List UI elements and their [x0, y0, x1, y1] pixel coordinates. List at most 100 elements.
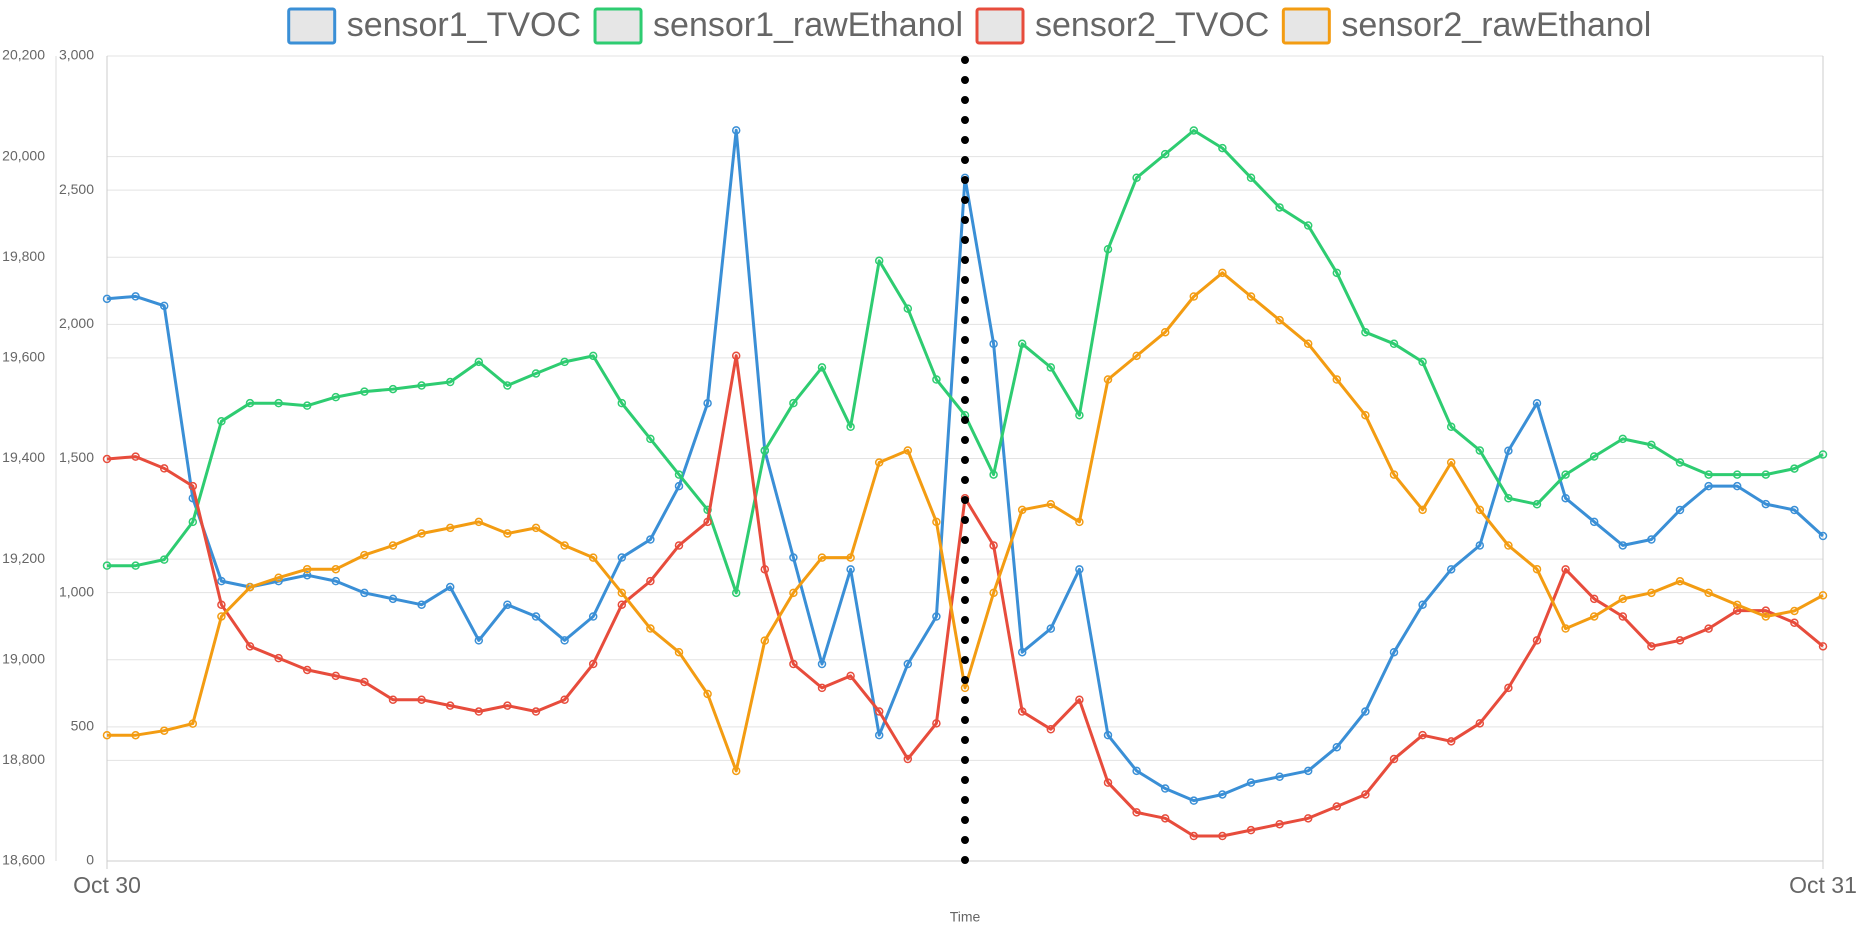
data-point: [445, 523, 455, 533]
data-point: [302, 401, 312, 410]
data-point: [360, 387, 369, 396]
data-point: [1303, 814, 1313, 823]
data-point: [188, 517, 198, 527]
data-point: [789, 553, 798, 562]
data-point: [1790, 618, 1799, 627]
data-point: [474, 707, 484, 716]
legend-swatch: [287, 7, 337, 45]
data-point: [503, 381, 512, 390]
legend-label: sensor2_rawEthanol: [1341, 6, 1651, 44]
legend-item[interactable]: sensor2_rawEthanol: [1281, 6, 1651, 45]
data-point: [159, 301, 169, 311]
legend-item[interactable]: sensor1_rawEthanol: [593, 6, 963, 45]
legend-item[interactable]: sensor1_TVOC: [287, 6, 581, 45]
data-point: [1189, 126, 1199, 135]
data-point: [674, 541, 684, 550]
data-point: [1618, 434, 1628, 444]
data-point: [1732, 600, 1742, 610]
data-point: [1046, 363, 1056, 372]
data-point: [1075, 410, 1084, 420]
data-point: [1361, 707, 1370, 716]
y-tick-label: 1,000: [59, 583, 94, 599]
y2-tick-label: 19,600: [2, 349, 45, 365]
data-point: [932, 719, 941, 728]
data-point: [1647, 440, 1656, 450]
data-point: [159, 464, 169, 473]
data-point: [817, 683, 827, 693]
data-point: [1532, 500, 1542, 509]
data-point: [1103, 730, 1113, 740]
data-point: [588, 553, 598, 562]
data-point: [302, 665, 312, 675]
data-point: [1103, 244, 1113, 254]
data-point: [703, 517, 712, 527]
data-point: [1132, 808, 1141, 817]
data-point: [1246, 173, 1256, 183]
data-point: [1275, 203, 1284, 212]
data-point: [1589, 594, 1599, 604]
data-point: [960, 683, 970, 693]
data-point: [1790, 606, 1799, 616]
y-tick-label: 0: [86, 852, 94, 868]
data-point: [1389, 339, 1399, 349]
data-point: [731, 588, 741, 598]
data-point: [789, 659, 798, 669]
data-point: [1389, 470, 1399, 479]
data-point: [1418, 730, 1427, 740]
data-point: [1446, 737, 1456, 746]
data-point: [903, 754, 913, 764]
y2-tick-label: 19,000: [2, 650, 45, 666]
data-point: [360, 677, 369, 687]
data-point: [1246, 778, 1256, 787]
data-point: [331, 564, 341, 574]
series-line: [107, 271, 1824, 773]
data-point: [674, 647, 684, 657]
data-point: [646, 576, 655, 586]
data-point: [560, 695, 569, 704]
data-point: [188, 481, 198, 491]
data-point: [989, 470, 998, 479]
data-point: [274, 398, 283, 408]
data-point: [903, 659, 913, 669]
data-point: [731, 126, 741, 135]
series-line: [107, 129, 1824, 595]
data-point: [445, 377, 455, 387]
x-tick-label: Oct 30: [73, 872, 141, 898]
data-point: [1218, 143, 1227, 153]
data-point: [846, 422, 855, 432]
data-point: [531, 523, 541, 533]
data-point: [874, 730, 884, 740]
data-point: [217, 600, 226, 609]
data-point: [1561, 565, 1570, 574]
data-point: [1589, 517, 1599, 527]
data-point: [1618, 541, 1628, 550]
y-tick-label: 2,500: [59, 181, 94, 197]
data-point: [989, 339, 998, 349]
data-point: [1618, 594, 1628, 604]
data-point: [1046, 624, 1056, 633]
data-point: [731, 351, 741, 360]
legend-swatch: [593, 7, 643, 45]
data-point: [560, 541, 569, 550]
data-point: [503, 600, 512, 609]
data-point: [331, 671, 341, 681]
data-point: [932, 612, 941, 621]
data-point: [445, 582, 455, 592]
data-point: [1389, 754, 1399, 764]
data-point: [1589, 452, 1599, 461]
data-point: [1361, 790, 1370, 799]
data-point: [1732, 481, 1742, 491]
legend-label: sensor1_rawEthanol: [653, 6, 963, 44]
x-tick-label: Oct 31: [1789, 872, 1857, 898]
data-point: [360, 550, 369, 560]
data-point: [1675, 458, 1685, 467]
data-point: [1732, 470, 1742, 479]
data-point: [1504, 446, 1513, 455]
data-point: [388, 695, 398, 704]
data-point: [1561, 493, 1570, 503]
data-point: [1218, 790, 1227, 799]
data-point: [1275, 819, 1284, 829]
data-point: [1332, 802, 1342, 811]
legend-item[interactable]: sensor2_TVOC: [975, 6, 1269, 45]
